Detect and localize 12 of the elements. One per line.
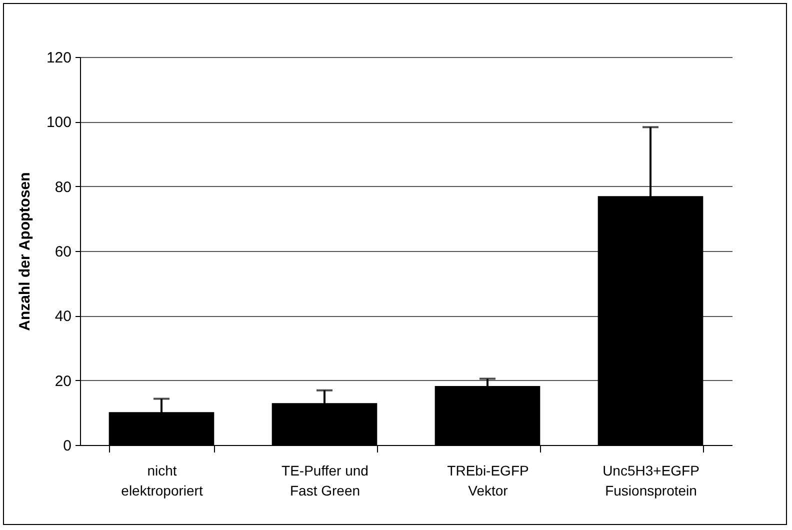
y-tick-label: 80: [54, 178, 72, 196]
y-tick-label: 60: [54, 244, 72, 260]
x-tick-label: Unc5H3+EGFP Fusionsprotein: [602, 462, 700, 498]
y-tick-label: 20: [54, 372, 72, 390]
y-tick-label: 100: [46, 114, 72, 132]
y-tick-label: 0: [63, 438, 72, 454]
y-axis-title: Anzahl der Apoptosen: [16, 172, 34, 331]
x-tick-label: nicht elektroporiert: [121, 462, 203, 498]
x-tick-label: TREbi-EGFP Vektor: [447, 462, 529, 498]
y-tick-label: 120: [46, 50, 72, 66]
x-tick-label: TE-Puffer und Fast Green: [282, 462, 368, 498]
y-tick-label: 40: [54, 308, 72, 326]
